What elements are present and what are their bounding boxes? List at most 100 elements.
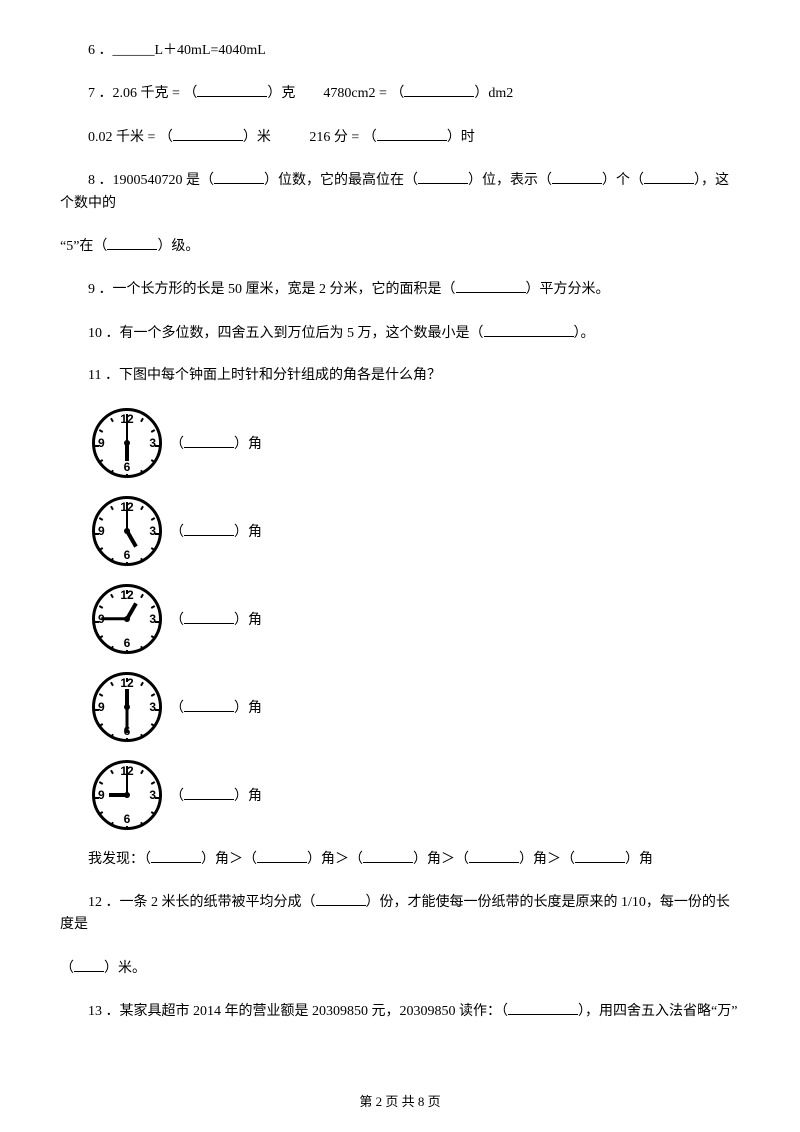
q8-num: 8 ． [88, 173, 113, 188]
q10-b1[interactable] [484, 322, 574, 337]
tick-icon [126, 474, 128, 478]
q13-num: 13 ． [88, 1004, 120, 1019]
q10: 10 ．有一个多位数，四舍五入到万位后为 5 万，这个数最小是（）。 [60, 322, 740, 345]
tick-icon [126, 650, 128, 654]
q8-l2a: “5”在（ [60, 239, 107, 254]
clock-blank-label: （）角 [170, 433, 262, 453]
disc-m1: ）角＞（ [201, 852, 257, 867]
q8-b3[interactable] [552, 169, 602, 184]
tick-icon [110, 821, 114, 825]
clock-4: 12369 [92, 760, 162, 830]
clock-2: 12369 [92, 584, 162, 654]
tick-icon [99, 459, 103, 463]
q12-l2a: （ [60, 961, 74, 976]
q9-b1[interactable] [456, 278, 526, 293]
clock-num-n9: 9 [98, 524, 105, 538]
disc-b4[interactable] [469, 848, 519, 863]
center-dot-icon [124, 704, 130, 710]
tick-icon [140, 417, 144, 421]
center-dot-icon [124, 528, 130, 534]
q7-line2: 0.02 千米 = （）米 216 分 = （）时 [60, 126, 740, 149]
q8-t1: 1900540720 是（ [113, 173, 215, 188]
tick-icon [99, 811, 103, 815]
clock-num-n6: 6 [124, 812, 131, 826]
tick-icon [110, 645, 114, 649]
q10-num: 10 ． [88, 326, 120, 341]
tick-icon [151, 517, 155, 521]
tick-icon [99, 429, 103, 433]
q9-num: 9 ． [88, 282, 113, 297]
q10-t1: 有一个多位数，四舍五入到万位后为 5 万，这个数最小是（ [120, 326, 484, 341]
q12-num: 12 ． [88, 895, 120, 910]
tick-icon [140, 593, 144, 597]
q8-b5[interactable] [107, 235, 157, 250]
q8-b1[interactable] [214, 169, 264, 184]
clock-num-n3: 3 [149, 700, 156, 714]
q7-blank2[interactable] [404, 82, 474, 97]
disc-b5[interactable] [575, 848, 625, 863]
clock-blank[interactable] [184, 785, 234, 800]
disc-b2[interactable] [257, 848, 307, 863]
tick-icon [126, 562, 128, 566]
clock-face: 12369 [92, 760, 162, 830]
q8-b4[interactable] [644, 169, 694, 184]
tick-icon [140, 733, 144, 737]
page-footer: 第 2 页 共 8 页 [0, 1091, 800, 1110]
clock-blank-label: （）角 [170, 609, 262, 629]
q8-t4: ）个（ [602, 173, 644, 188]
q7-p1b: ）克 [267, 86, 295, 101]
q13: 13 ．某家具超市 2014 年的营业额是 20309850 元，2030985… [60, 1000, 740, 1023]
tick-icon [151, 605, 155, 609]
clock-num-n12: 12 [120, 588, 133, 602]
q8-b2[interactable] [418, 169, 468, 184]
q12-b2[interactable] [74, 957, 104, 972]
q7-num: 7 ． [88, 86, 113, 101]
q8-line2: “5”在（）级。 [60, 235, 740, 258]
clock-blank[interactable] [184, 609, 234, 624]
q7-blank3[interactable] [173, 126, 243, 141]
disc-b3[interactable] [363, 848, 413, 863]
tick-icon [110, 593, 114, 597]
disc-m2: ）角＞（ [307, 852, 363, 867]
clocks-container: 12369（）角12369（）角12369（）角12369（）角12369（）角 [60, 408, 740, 830]
q7-p2b: ）dm2 [474, 86, 513, 101]
q7-p4a: 216 分 = （ [309, 130, 376, 145]
clock-num-n3: 3 [149, 436, 156, 450]
q8-line1: 8 ．1900540720 是（）位数，它的最高位在（）位，表示（）个（），这个… [60, 169, 740, 215]
tick-icon [99, 723, 103, 727]
q7-p3a: 0.02 千米 = （ [88, 130, 173, 145]
clock-num-n9: 9 [98, 700, 105, 714]
clock-row-0: 12369（）角 [92, 408, 740, 478]
clock-num-n6: 6 [124, 460, 131, 474]
clock-num-n3: 3 [149, 524, 156, 538]
disc-b1[interactable] [151, 848, 201, 863]
q12-b1[interactable] [316, 891, 366, 906]
q7-blank1[interactable] [197, 82, 267, 97]
clock-face: 12369 [92, 584, 162, 654]
q11-discover: 我发现：（）角＞（）角＞（）角＞（）角＞（）角 [60, 848, 740, 871]
q7-p4b: ）时 [447, 130, 475, 145]
q13-b1[interactable] [508, 1000, 578, 1015]
tick-icon [140, 681, 144, 685]
tick-icon [99, 635, 103, 639]
q13-t1: 某家具超市 2014 年的营业额是 20309850 元，20309850 读作… [120, 1004, 509, 1019]
tick-icon [110, 505, 114, 509]
clock-blank[interactable] [184, 521, 234, 536]
disc-m3: ）角＞（ [413, 852, 469, 867]
tick-icon [151, 693, 155, 697]
clock-0: 12369 [92, 408, 162, 478]
clock-3: 12369 [92, 672, 162, 742]
disc-a: 我发现：（ [88, 852, 151, 867]
tick-icon [110, 417, 114, 421]
minute-hand-icon [126, 707, 129, 733]
clock-num-n6: 6 [124, 548, 131, 562]
q6-text: ______L＋40mL=4040mL [113, 43, 266, 58]
clock-blank[interactable] [184, 697, 234, 712]
q7-blank4[interactable] [377, 126, 447, 141]
tick-icon [151, 635, 155, 639]
tick-icon [140, 469, 144, 473]
clock-blank[interactable] [184, 433, 234, 448]
tick-icon [140, 821, 144, 825]
clock-row-3: 12369（）角 [92, 672, 740, 742]
disc-m4: ）角＞（ [519, 852, 575, 867]
